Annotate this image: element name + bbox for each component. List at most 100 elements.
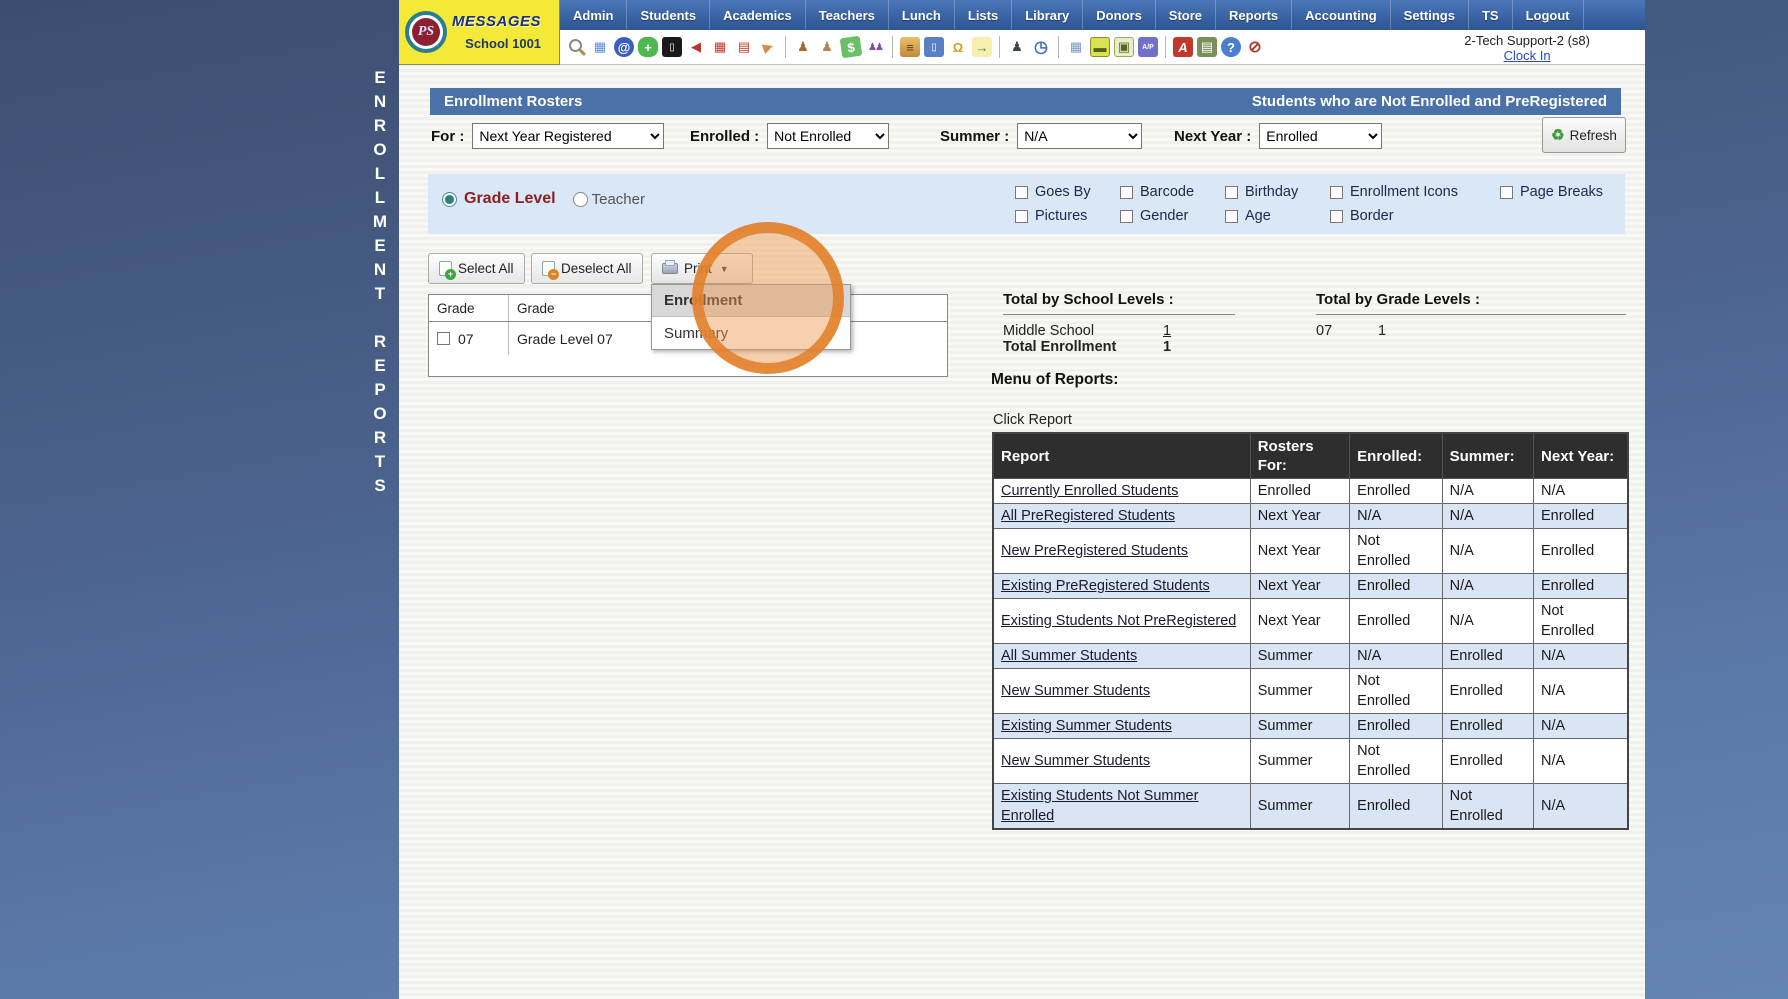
- for-select[interactable]: Next Year Registered: [472, 123, 665, 149]
- nav-library[interactable]: Library: [1012, 0, 1084, 30]
- total-enrollment-label: Total Enrollment: [1003, 339, 1117, 355]
- nav-academics[interactable]: Academics: [710, 0, 806, 30]
- attendance-calendar-icon[interactable]: ▦: [713, 39, 727, 54]
- nav-teachers[interactable]: Teachers: [806, 0, 889, 30]
- family-icon[interactable]: ♟♟: [868, 41, 884, 53]
- payments-icon[interactable]: $: [839, 35, 863, 59]
- report-link[interactable]: Existing PreRegistered Students: [1001, 578, 1210, 594]
- report-link[interactable]: New Summer Students: [1001, 683, 1151, 699]
- print-checks-icon[interactable]: ▣: [1114, 37, 1134, 57]
- checkbox-pictures[interactable]: Pictures: [1015, 204, 1120, 228]
- nav-students[interactable]: Students: [627, 0, 711, 30]
- nav-lists[interactable]: Lists: [955, 0, 1013, 30]
- nav-logout[interactable]: Logout: [1513, 0, 1584, 30]
- printer-icon: [662, 260, 678, 274]
- next-year-select[interactable]: Enrolled: [1259, 123, 1383, 149]
- next-year-label: Next Year :: [1174, 127, 1252, 145]
- checkbox-border[interactable]: Border: [1330, 204, 1500, 228]
- page-title: Enrollment Rosters: [444, 93, 583, 110]
- report-link[interactable]: Currently Enrolled Students: [1001, 483, 1179, 499]
- report-link[interactable]: New Summer Students: [1001, 753, 1151, 769]
- add-student-icon[interactable]: ♟: [797, 39, 809, 54]
- report-link[interactable]: New PreRegistered Students: [1001, 543, 1188, 559]
- checkbox-box: [1015, 185, 1028, 199]
- cell: Summer: [1249, 713, 1351, 739]
- checkbox-birthday[interactable]: Birthday: [1225, 180, 1330, 204]
- checkbox-age[interactable]: Age: [1225, 204, 1330, 228]
- enrolled-label: Enrolled :: [690, 127, 760, 145]
- grade-row-checkbox[interactable]: [437, 332, 450, 345]
- deselect-all-icon: [542, 261, 559, 280]
- nav-settings[interactable]: Settings: [1391, 0, 1469, 30]
- nav-reports[interactable]: Reports: [1216, 0, 1293, 30]
- report-link[interactable]: All Summer Students: [1001, 648, 1138, 664]
- sms-icon[interactable]: +: [638, 37, 658, 57]
- ap-icon[interactable]: A/P: [1138, 37, 1158, 57]
- nav-donors[interactable]: Donors: [1083, 0, 1156, 30]
- report-link[interactable]: Existing Students Not Summer Enrolled: [1001, 788, 1199, 824]
- cell: N/A: [1349, 503, 1443, 529]
- lunch-icon[interactable]: ≡: [900, 37, 920, 57]
- binder-icon[interactable]: ▯: [924, 37, 944, 57]
- help-icon[interactable]: ?: [1221, 37, 1241, 57]
- mobile-icon[interactable]: ▯: [662, 37, 682, 57]
- nav-store[interactable]: Store: [1156, 0, 1217, 30]
- deselect-all-button[interactable]: Deselect All: [531, 253, 643, 284]
- check-icon[interactable]: ▬: [1090, 37, 1110, 57]
- checkbox-page-breaks[interactable]: Page Breaks: [1500, 180, 1660, 204]
- pdf-icon[interactable]: A: [1173, 37, 1193, 57]
- checkbox-barcode[interactable]: Barcode: [1120, 180, 1225, 204]
- for-label: For :: [431, 127, 465, 145]
- deselect-all-label: Deselect All: [561, 261, 632, 276]
- select-all-button[interactable]: Select All: [428, 253, 525, 284]
- cell: N/A: [1349, 643, 1443, 669]
- schedule-grid-icon[interactable]: ▦: [593, 39, 607, 54]
- student-icon[interactable]: ♟: [821, 39, 833, 54]
- checkbox-goes-by[interactable]: Goes By: [1015, 180, 1120, 204]
- nav-admin[interactable]: Admin: [560, 0, 628, 30]
- nav-ts[interactable]: TS: [1469, 0, 1513, 30]
- table-row: Existing Students Not PreRegistered Next…: [992, 598, 1629, 644]
- checkbox-label: Birthday: [1245, 184, 1299, 200]
- refresh-button[interactable]: ♻ Refresh: [1542, 117, 1626, 153]
- summer-select[interactable]: N/A: [1017, 123, 1143, 149]
- send-note-icon[interactable]: →: [972, 37, 992, 57]
- click-indicator: [692, 222, 844, 374]
- table-row: All PreRegistered Students Next Year N/A…: [992, 503, 1629, 529]
- top-nav: Admin Students Academics Teachers Lunch …: [560, 0, 1645, 30]
- cell: Summer: [1249, 738, 1351, 784]
- cell: N/A: [1441, 503, 1535, 529]
- email-icon[interactable]: @: [614, 37, 634, 57]
- cell: N/A: [1533, 738, 1629, 784]
- checkbox-box: [1225, 185, 1238, 199]
- speaker-icon[interactable]: ◀: [691, 39, 701, 54]
- grade-row[interactable]: 07 Grade Level 07: [429, 322, 947, 355]
- timeclock-icon[interactable]: ◷: [1034, 39, 1048, 56]
- date-calendar-icon[interactable]: ▤: [737, 39, 751, 54]
- bell-icon[interactable]: Ω: [952, 39, 964, 55]
- nav-lunch[interactable]: Lunch: [889, 0, 955, 30]
- enrolled-select[interactable]: Not Enrolled: [767, 123, 890, 149]
- clock-in-link[interactable]: Clock In: [1503, 48, 1551, 63]
- checkbox-label: Pictures: [1035, 208, 1088, 224]
- register-icon[interactable]: ▤: [1197, 37, 1217, 57]
- gradebook-icon[interactable]: ▦: [1069, 39, 1083, 54]
- grade-level-radio[interactable]: [442, 191, 457, 207]
- report-link[interactable]: All PreRegistered Students: [1001, 508, 1176, 524]
- checkbox-gender[interactable]: Gender: [1120, 204, 1225, 228]
- megaphone-icon[interactable]: ▶: [760, 37, 776, 56]
- report-link[interactable]: Existing Students Not PreRegistered: [1001, 613, 1237, 629]
- alert-icon[interactable]: ⊘: [1248, 39, 1262, 56]
- search-icon[interactable]: [566, 37, 586, 57]
- grade-col-header: Grade: [429, 295, 509, 321]
- staff-icon[interactable]: ♟: [1011, 39, 1023, 54]
- cell: Not Enrolled: [1349, 738, 1443, 784]
- school-level-count-link[interactable]: 1: [1163, 323, 1172, 339]
- report-link[interactable]: Existing Summer Students: [1001, 718, 1172, 734]
- checkbox-enrollment-icons[interactable]: Enrollment Icons: [1330, 180, 1500, 204]
- teacher-radio[interactable]: [572, 191, 588, 207]
- cell: Next Year: [1249, 528, 1351, 574]
- cell: N/A: [1533, 668, 1629, 714]
- nav-accounting[interactable]: Accounting: [1292, 0, 1391, 30]
- cell: Next Year: [1249, 503, 1351, 529]
